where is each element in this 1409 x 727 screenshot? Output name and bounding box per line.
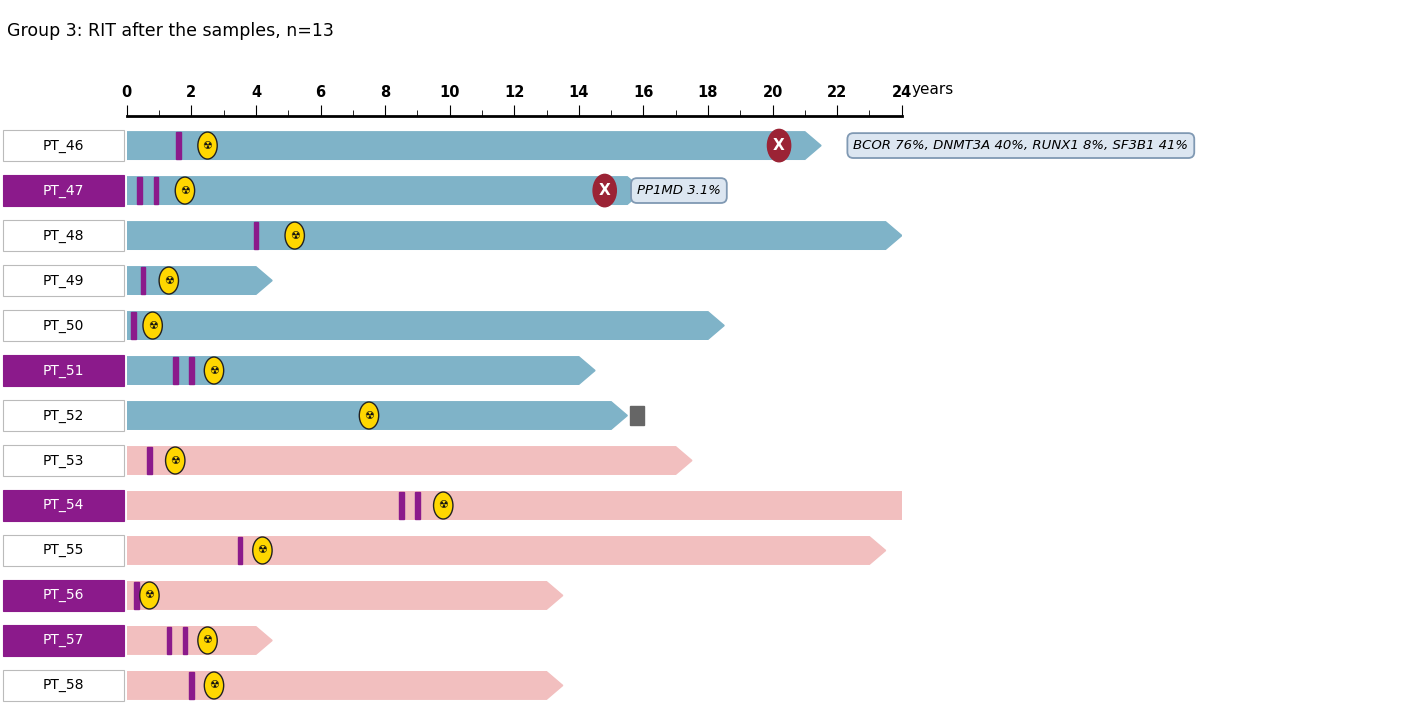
FancyBboxPatch shape — [3, 175, 124, 206]
Polygon shape — [127, 222, 902, 249]
Circle shape — [139, 582, 159, 609]
Text: years: years — [912, 82, 954, 97]
Text: PT_46: PT_46 — [42, 139, 85, 153]
Text: PT_54: PT_54 — [42, 499, 85, 513]
Circle shape — [434, 492, 452, 519]
Text: ☢: ☢ — [203, 635, 213, 646]
Polygon shape — [127, 177, 644, 204]
Polygon shape — [127, 491, 917, 519]
Bar — [147, 446, 152, 474]
Polygon shape — [127, 627, 272, 654]
FancyBboxPatch shape — [3, 490, 124, 521]
Text: PT_50: PT_50 — [42, 318, 85, 332]
Polygon shape — [127, 312, 724, 340]
Bar — [141, 267, 145, 294]
Circle shape — [166, 447, 185, 474]
Text: PT_47: PT_47 — [42, 183, 85, 198]
FancyBboxPatch shape — [3, 580, 124, 611]
Bar — [134, 582, 138, 609]
Circle shape — [159, 267, 179, 294]
Text: ☢: ☢ — [180, 185, 190, 196]
Text: PT_58: PT_58 — [42, 678, 85, 692]
Text: X: X — [599, 183, 610, 198]
Text: ☢: ☢ — [438, 500, 448, 510]
FancyBboxPatch shape — [3, 130, 124, 161]
Polygon shape — [127, 582, 562, 609]
Bar — [238, 537, 242, 564]
Text: ☢: ☢ — [144, 590, 155, 601]
Text: PT_52: PT_52 — [42, 409, 85, 422]
FancyBboxPatch shape — [3, 535, 124, 566]
Circle shape — [197, 132, 217, 159]
FancyBboxPatch shape — [3, 625, 124, 656]
Bar — [416, 491, 420, 519]
Polygon shape — [127, 267, 272, 294]
Circle shape — [175, 177, 194, 204]
Polygon shape — [127, 402, 627, 429]
FancyBboxPatch shape — [3, 220, 124, 251]
Bar — [154, 177, 158, 204]
FancyBboxPatch shape — [3, 356, 124, 386]
Bar — [176, 132, 180, 159]
Bar — [399, 491, 403, 519]
Bar — [173, 357, 178, 385]
Circle shape — [359, 402, 379, 429]
Bar — [131, 312, 135, 340]
Bar — [254, 222, 258, 249]
Bar — [630, 406, 644, 425]
Circle shape — [197, 627, 217, 654]
Text: PP1MD 3.1%: PP1MD 3.1% — [637, 184, 721, 197]
Circle shape — [593, 174, 616, 206]
Text: PT_55: PT_55 — [42, 544, 85, 558]
Text: ☢: ☢ — [290, 230, 300, 241]
Polygon shape — [127, 537, 886, 564]
Text: ☢: ☢ — [170, 456, 180, 465]
Text: PT_48: PT_48 — [42, 228, 85, 243]
Text: ☢: ☢ — [209, 680, 218, 691]
Circle shape — [285, 222, 304, 249]
Text: PT_51: PT_51 — [42, 364, 85, 377]
Text: X: X — [774, 138, 785, 153]
Text: ☢: ☢ — [209, 366, 218, 376]
FancyBboxPatch shape — [3, 445, 124, 475]
FancyBboxPatch shape — [3, 265, 124, 296]
Polygon shape — [127, 357, 595, 385]
Polygon shape — [127, 132, 821, 159]
Text: ☢: ☢ — [148, 321, 158, 331]
Circle shape — [204, 357, 224, 384]
Text: ☢: ☢ — [258, 545, 268, 555]
Polygon shape — [127, 446, 692, 474]
Bar — [189, 357, 193, 385]
Text: Group 3: RIT after the samples, n=13: Group 3: RIT after the samples, n=13 — [7, 22, 334, 40]
Circle shape — [204, 672, 224, 699]
Circle shape — [252, 537, 272, 564]
Text: PT_57: PT_57 — [42, 633, 85, 648]
FancyBboxPatch shape — [3, 310, 124, 341]
Text: PT_53: PT_53 — [42, 454, 85, 467]
Text: PT_49: PT_49 — [42, 273, 85, 288]
Circle shape — [142, 312, 162, 339]
Bar — [189, 672, 193, 699]
Bar — [166, 627, 170, 654]
Bar — [183, 627, 187, 654]
Text: ☢: ☢ — [203, 140, 213, 150]
FancyBboxPatch shape — [3, 670, 124, 701]
Text: BCOR 76%, DNMT3A 40%, RUNX1 8%, SF3B1 41%: BCOR 76%, DNMT3A 40%, RUNX1 8%, SF3B1 41… — [854, 139, 1188, 152]
Text: ☢: ☢ — [364, 411, 373, 420]
Circle shape — [768, 129, 790, 162]
FancyBboxPatch shape — [3, 401, 124, 431]
Polygon shape — [127, 672, 562, 699]
Bar — [138, 177, 142, 204]
Text: ☢: ☢ — [163, 276, 173, 286]
Text: PT_56: PT_56 — [42, 588, 85, 603]
